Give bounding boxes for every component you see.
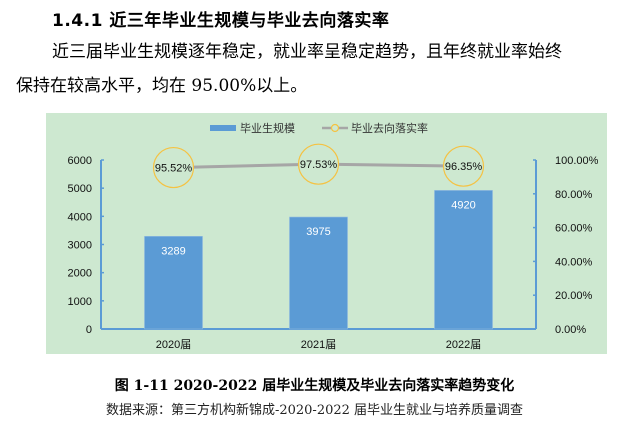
x-axis-label: 2020届 [156,338,191,351]
bar-series: 3289 3975 4920 [144,190,493,330]
left-axis-tick-label: 0 [86,324,92,336]
legend-bar-swatch [210,125,236,131]
left-axis-tick-label: 3000 [68,240,92,252]
legend-line-label: 毕业去向落实率 [351,121,428,135]
x-axis-label: 2022届 [446,338,481,351]
chart-legend: 毕业生规模 毕业去向落实率 [210,121,428,135]
right-axis-tick-label: 0.00% [555,324,586,336]
left-axis-tick-label: 4000 [68,211,92,223]
legend-bar-label: 毕业生规模 [240,121,295,135]
line-marker-icon [442,145,485,187]
bar-value-label: 4920 [451,199,475,211]
bar-2020届 [144,236,203,330]
line-marker-icon [297,143,340,185]
line-value-label: 97.53% [300,159,338,171]
bar-value-label: 3975 [306,226,330,238]
legend-marker-icon [330,123,340,133]
left-axis-tick-label: 1000 [68,296,92,308]
line-marker-icon [152,146,195,189]
combo-chart: 毕业生规模 毕业去向落实率 0 1000 2000 3000 4000 5000 6000 0… [68,121,599,351]
right-axis-tick-label: 100.00% [555,155,599,167]
right-axis-tick-label: 20.00% [555,290,593,302]
figure-source: 数据来源：第三方机构新锦成-2020-2022 届毕业生就业与培养质量调查 [105,403,524,418]
bar-2022届 [434,190,493,330]
line-series: 95.52% 97.53% 96.35% [152,143,485,189]
right-axis-tick-label: 40.00% [555,256,593,268]
bar-2021届 [289,216,348,330]
right-axis-tick-label: 60.00% [555,223,593,235]
left-axis-tick-label: 2000 [68,268,92,280]
line-value-label: 95.52% [155,163,193,175]
paragraph-line-2: 保持在较高水平，均在 95.00%以上。 [16,76,308,96]
left-axis-tick-label: 5000 [68,183,92,195]
x-axis-labels: 2020届 2021届 2022届 [156,338,481,351]
x-axis-label: 2021届 [301,338,336,351]
bar-value-label: 3289 [161,245,185,257]
right-y-axis: 0.00% 20.00% 40.00% 60.00% 80.00% 100.00% [533,155,599,336]
chart-container: 毕业生规模 毕业去向落实率 0 1000 2000 3000 4000 5000 6000 0… [46,113,607,354]
section-heading: 1.4.1 近三年毕业生规模与毕业去向落实率 [52,11,390,31]
paragraph-line-1: 近三届毕业生规模逐年稳定，就业率呈稳定趋势，且年终就业率始终 [52,42,562,62]
right-axis-tick-label: 80.00% [555,189,593,201]
figure-caption: 图 1-11 2020-2022 届毕业生规模及毕业去向落实率趋势变化 [114,378,515,394]
line-value-label: 96.35% [445,161,483,173]
left-axis-tick-label: 6000 [68,155,92,167]
